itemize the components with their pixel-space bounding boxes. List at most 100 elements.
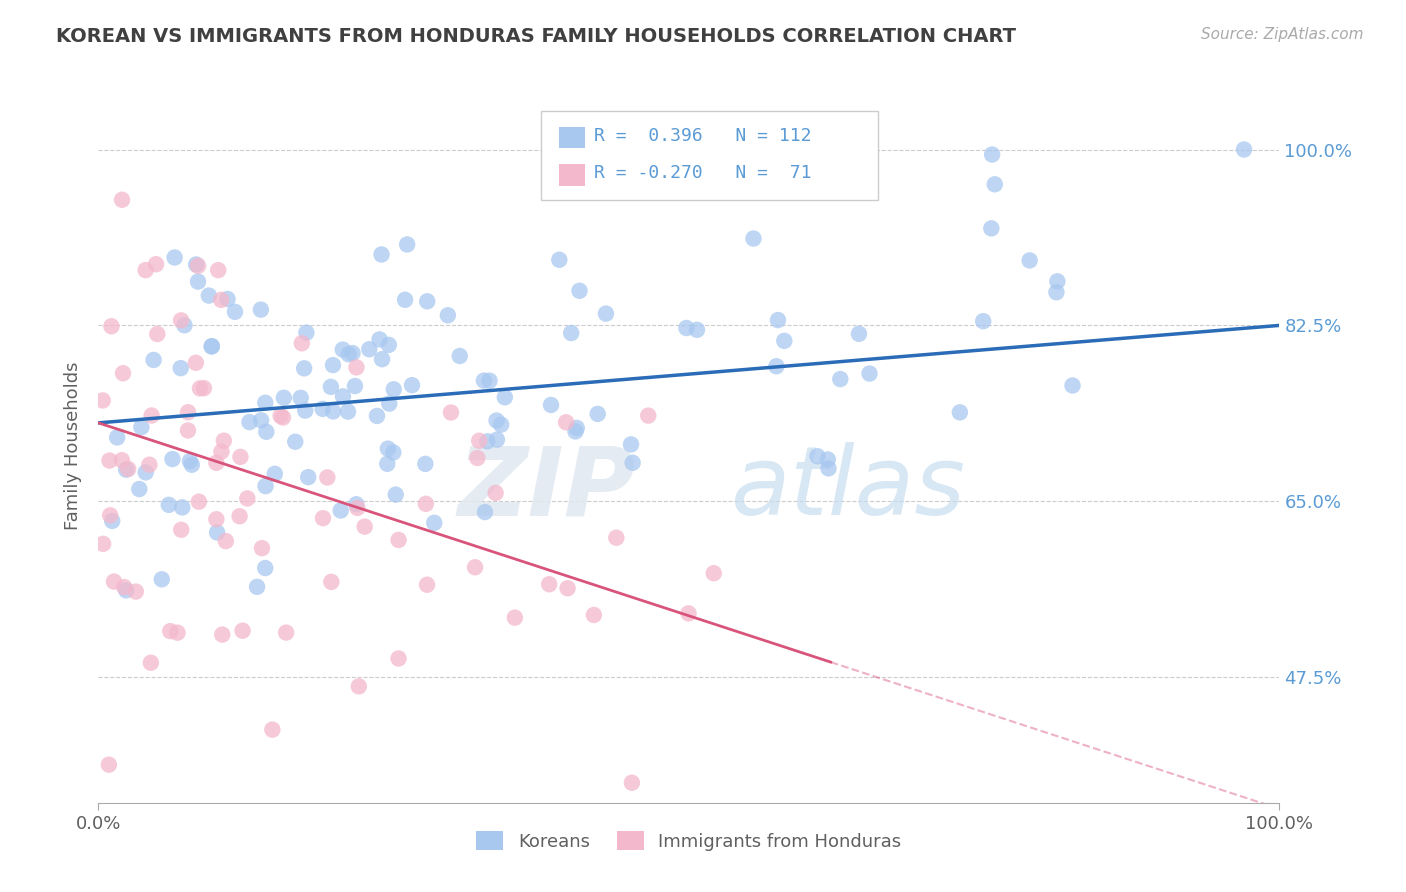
Text: Source: ZipAtlas.com: Source: ZipAtlas.com xyxy=(1201,27,1364,42)
Point xyxy=(981,147,1004,161)
Point xyxy=(179,454,201,468)
Point xyxy=(322,358,344,372)
Point xyxy=(250,302,273,317)
Text: R =  0.396   N = 112: R = 0.396 N = 112 xyxy=(595,127,811,145)
Point xyxy=(332,343,354,357)
Point xyxy=(145,257,167,271)
Point xyxy=(205,456,228,470)
Point xyxy=(321,574,343,589)
Point xyxy=(449,349,471,363)
Point xyxy=(98,508,121,523)
Point xyxy=(311,401,333,416)
Point xyxy=(382,382,405,396)
Point xyxy=(170,361,193,376)
Point xyxy=(620,775,643,789)
Point xyxy=(565,421,588,435)
Point xyxy=(329,503,352,517)
Point xyxy=(678,607,700,621)
Point xyxy=(316,470,339,484)
Point xyxy=(416,578,439,592)
Point xyxy=(980,221,1002,235)
Point xyxy=(166,625,188,640)
Point xyxy=(322,404,344,418)
Point xyxy=(1045,285,1067,300)
Point xyxy=(198,288,221,302)
Point xyxy=(254,561,277,575)
Point xyxy=(742,231,765,245)
Point xyxy=(292,361,315,376)
Point xyxy=(290,391,312,405)
Point xyxy=(157,498,180,512)
Point xyxy=(250,541,273,556)
Point xyxy=(415,457,437,471)
Point xyxy=(344,497,367,511)
Point xyxy=(112,580,135,594)
Point xyxy=(817,461,839,475)
Point xyxy=(1018,253,1040,268)
Point xyxy=(347,679,370,693)
Point xyxy=(503,610,526,624)
Point xyxy=(564,425,586,439)
Point xyxy=(177,405,200,419)
Point xyxy=(163,251,186,265)
Point xyxy=(184,356,207,370)
Point xyxy=(484,486,506,500)
Point xyxy=(984,178,1007,192)
Point xyxy=(765,359,787,374)
Point xyxy=(371,352,394,367)
Point xyxy=(212,434,235,448)
Point xyxy=(250,413,273,427)
Point xyxy=(621,456,644,470)
Point xyxy=(173,318,195,333)
Point xyxy=(675,321,697,335)
Point xyxy=(368,333,391,347)
Point xyxy=(117,462,139,476)
Point xyxy=(384,487,406,501)
Point xyxy=(207,263,229,277)
Point xyxy=(378,396,401,410)
Point xyxy=(568,284,591,298)
Point xyxy=(370,247,392,261)
Point xyxy=(620,437,643,451)
Point xyxy=(378,338,401,352)
Point xyxy=(135,263,157,277)
Point xyxy=(817,452,839,467)
Point xyxy=(396,237,419,252)
Point xyxy=(271,410,294,425)
Point xyxy=(263,467,285,481)
Point xyxy=(394,293,416,307)
Point xyxy=(229,450,252,464)
Point xyxy=(605,531,627,545)
Point xyxy=(238,415,260,429)
Point xyxy=(91,393,114,408)
Point xyxy=(387,533,409,547)
Point xyxy=(131,420,153,434)
Point xyxy=(295,326,318,340)
Point xyxy=(115,583,138,598)
Point xyxy=(187,494,209,508)
Point xyxy=(128,482,150,496)
Point xyxy=(98,453,121,467)
Text: R = -0.270   N =  71: R = -0.270 N = 71 xyxy=(595,164,811,182)
Point xyxy=(468,434,491,448)
Point xyxy=(485,433,508,447)
Point xyxy=(273,391,295,405)
Point xyxy=(211,627,233,641)
Point xyxy=(773,334,796,348)
Point xyxy=(595,307,617,321)
Point xyxy=(474,505,496,519)
Point xyxy=(105,430,128,444)
Point xyxy=(540,398,562,412)
Point xyxy=(346,500,368,515)
Bar xyxy=(560,164,585,186)
Point xyxy=(254,425,277,439)
Point xyxy=(858,367,880,381)
Point xyxy=(366,409,388,423)
Point xyxy=(297,470,319,484)
Point xyxy=(557,581,579,595)
Point xyxy=(276,625,298,640)
Point xyxy=(637,409,659,423)
Point xyxy=(201,339,224,353)
Point xyxy=(262,723,284,737)
Point xyxy=(437,308,460,322)
